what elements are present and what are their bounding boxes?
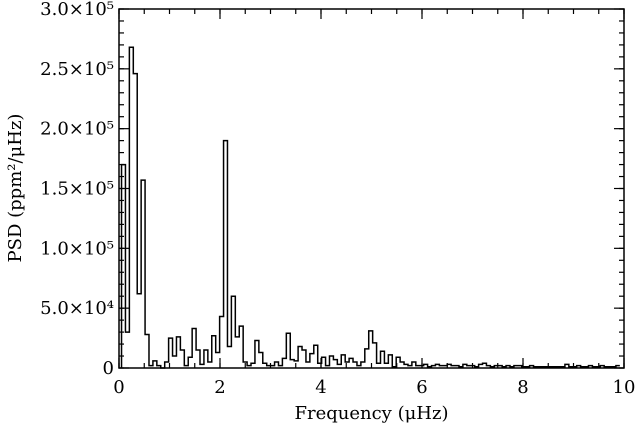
psd-bin (231, 296, 235, 368)
psd-bin (255, 340, 259, 368)
x-tick-label: 2 (214, 377, 225, 398)
psd-bin (212, 336, 216, 368)
plot-frame (118, 8, 625, 369)
psd-histogram-line (120, 46, 620, 369)
y-tick-label: 0 (103, 358, 114, 379)
y-tick-label: 1.0×10⁵ (40, 238, 114, 259)
psd-bin (400, 362, 404, 368)
x-axis-label: Frequency (μHz) (294, 403, 448, 424)
psd-bin (216, 352, 220, 368)
psd-bin (388, 355, 392, 368)
x-tick-label: 10 (613, 377, 636, 398)
psd-bin (122, 165, 126, 368)
psd-bin (208, 362, 212, 368)
psd-bin (412, 362, 416, 368)
y-axis-label: PSD (ppm²/μHz) (5, 114, 26, 263)
psd-bin (153, 361, 157, 368)
psd-bin (145, 334, 149, 368)
psd-bin (306, 362, 310, 368)
psd-bin (180, 350, 184, 368)
psd-bin (322, 357, 326, 368)
psd-bin (224, 141, 228, 368)
psd-bin (204, 350, 208, 368)
x-tick-label: 0 (113, 377, 124, 398)
psd-bin (196, 350, 200, 368)
psd-bin (349, 358, 353, 368)
psd-bin (239, 326, 243, 368)
x-tick-label: 6 (416, 377, 427, 398)
psd-bin (314, 345, 318, 368)
psd-bin (188, 357, 192, 368)
y-tick-label: 5.0×10⁴ (40, 298, 114, 319)
psd-bin (176, 337, 180, 368)
psd-bin (373, 343, 377, 368)
psd-bin (282, 358, 286, 368)
psd-bin (125, 332, 129, 368)
x-tick-label: 8 (517, 377, 528, 398)
y-tick-label: 2.5×10⁵ (40, 59, 114, 80)
x-tick-label: 4 (315, 377, 326, 398)
psd-bin (165, 362, 169, 368)
psd-bin (235, 337, 239, 368)
y-tick-label: 3.0×10⁵ (40, 0, 114, 20)
psd-bin (365, 349, 369, 368)
y-tick-label: 1.5×10⁵ (40, 179, 114, 200)
psd-bin (173, 356, 177, 368)
psd-bin (192, 329, 196, 368)
psd-bin (298, 346, 302, 368)
y-tick-label: 2.0×10⁵ (40, 119, 114, 140)
psd-bin (133, 74, 137, 368)
psd-bin (381, 351, 385, 368)
psd-bin (259, 352, 263, 368)
psd-bin (310, 354, 314, 368)
psd-bin (333, 360, 337, 368)
psd-bin (369, 331, 373, 368)
psd-bin (137, 294, 141, 368)
psd-bin (290, 360, 294, 368)
psd-bin (129, 47, 133, 368)
psd-bin (286, 333, 290, 368)
psd-bin (353, 362, 357, 368)
psd-bin (141, 180, 145, 368)
psd-bin (227, 346, 231, 368)
psd-bin (361, 362, 365, 368)
psd-bin (275, 362, 279, 368)
psd-bin (329, 356, 333, 368)
axis-ticks: 0 2 4 6 8 10 0 5.0×10⁴ 1.0×10⁵ 1.5×10⁵ 2.0×10⁵ 2.5×… (40, 0, 635, 398)
psd-bin (341, 355, 345, 368)
plot-area (120, 46, 620, 369)
psd-bin (302, 350, 306, 368)
